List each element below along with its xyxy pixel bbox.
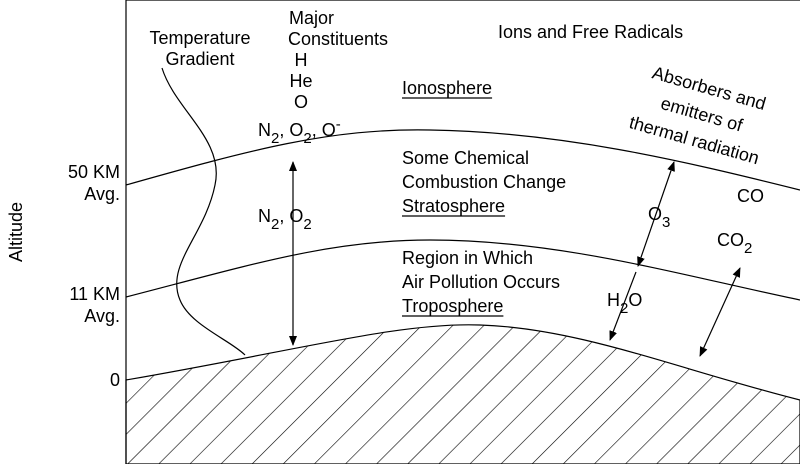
- layer-description: Region in Which: [402, 248, 533, 268]
- tropopause-line: [125, 239, 800, 301]
- altitude-label: Avg.: [84, 306, 120, 326]
- layer-name: Stratosphere: [402, 196, 505, 216]
- species: He: [289, 71, 312, 91]
- temperature-curve: [161, 67, 246, 356]
- layer-description: Some Chemical: [402, 148, 529, 168]
- altitude-label: 11 KM: [69, 284, 120, 304]
- species: O: [294, 92, 308, 112]
- ions-heading: Ions and Free Radicals: [498, 22, 683, 42]
- formula-part: CO: [737, 186, 764, 206]
- formula-part: 2: [620, 300, 628, 317]
- formula-part: CO: [717, 230, 744, 250]
- frame: [125, 0, 800, 464]
- formula-part: 2: [303, 130, 311, 147]
- altitude-label: Avg.: [84, 184, 120, 204]
- formula-part: O: [648, 204, 662, 224]
- constituents-heading: Major: [289, 8, 334, 28]
- formula-part: N: [258, 120, 271, 140]
- formula: N2, O2, O-: [258, 116, 341, 147]
- ground: [125, 324, 800, 464]
- formula-part: , O: [279, 206, 303, 226]
- arrow: [699, 267, 741, 357]
- formula-part: , O: [312, 120, 336, 140]
- temperature-label: Temperature: [149, 28, 250, 48]
- species: H: [295, 50, 308, 70]
- layer-name: Ionosphere: [402, 78, 492, 98]
- formula-part: 2: [303, 216, 311, 233]
- formula: CO: [737, 186, 764, 206]
- temperature-label: Gradient: [165, 49, 234, 69]
- layer-name: Troposphere: [402, 296, 503, 316]
- arrow: [609, 271, 637, 341]
- altitude-label: 0: [110, 370, 120, 390]
- formula: H2O: [607, 290, 642, 317]
- formula: O3: [648, 204, 670, 231]
- formula-part: 2: [271, 216, 279, 233]
- formula: N2, O2: [258, 206, 312, 233]
- axis-title: Altitude: [6, 202, 26, 262]
- formula-part: -: [336, 116, 341, 133]
- formula-part: 2: [744, 240, 752, 257]
- layer-description: Combustion Change: [402, 172, 566, 192]
- formula-part: H: [607, 290, 620, 310]
- constituents-heading: Constituents: [288, 29, 388, 49]
- formula-part: O: [628, 290, 642, 310]
- formula-part: , O: [279, 120, 303, 140]
- formula-part: 2: [271, 130, 279, 147]
- formula: CO2: [717, 230, 752, 257]
- arrow: [637, 161, 675, 267]
- altitude-label: 50 KM: [68, 162, 120, 182]
- formula-part: 3: [662, 214, 670, 231]
- stratopause-line: [125, 129, 800, 191]
- layer-description: Air Pollution Occurs: [402, 272, 560, 292]
- formula-part: N: [258, 206, 271, 226]
